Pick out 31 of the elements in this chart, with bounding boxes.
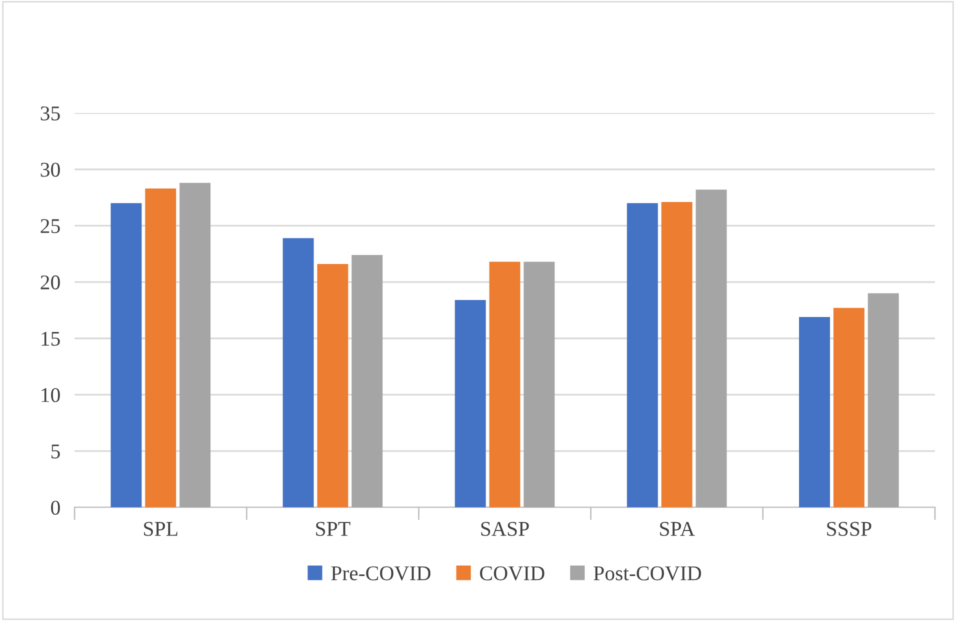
bar <box>489 262 520 508</box>
bar <box>110 203 142 508</box>
legend-label: Pre-COVID <box>331 566 430 580</box>
y-tick-label: 30 <box>40 162 60 177</box>
bar <box>661 202 692 508</box>
x-tick-label: SSSP <box>827 522 872 536</box>
bar <box>696 190 727 508</box>
legend-label: Post-COVID <box>594 566 702 580</box>
bar <box>180 182 211 508</box>
bar <box>833 308 864 508</box>
y-tick-label: 5 <box>51 444 60 458</box>
bar <box>352 254 383 508</box>
y-tick-label: 10 <box>42 388 60 402</box>
bar <box>799 316 830 508</box>
y-tick-label: 25 <box>40 219 60 234</box>
bar <box>454 300 486 508</box>
y-tick-label: 35 <box>40 106 60 120</box>
bar <box>317 264 348 508</box>
y-tick-label: 20 <box>40 275 60 290</box>
bar <box>145 188 176 508</box>
bar <box>282 238 314 508</box>
x-tick-label: SPA <box>660 522 695 536</box>
bar <box>524 262 555 508</box>
x-tick-label: SPL <box>144 522 178 536</box>
bar <box>868 293 899 508</box>
y-tick-label: 0 <box>51 500 60 515</box>
x-tick-label: SPT <box>316 522 350 536</box>
x-tick-label: SASP <box>481 522 529 536</box>
y-tick-label: 15 <box>42 332 60 346</box>
legend-label: COVID <box>480 566 544 580</box>
bar <box>626 203 658 508</box>
